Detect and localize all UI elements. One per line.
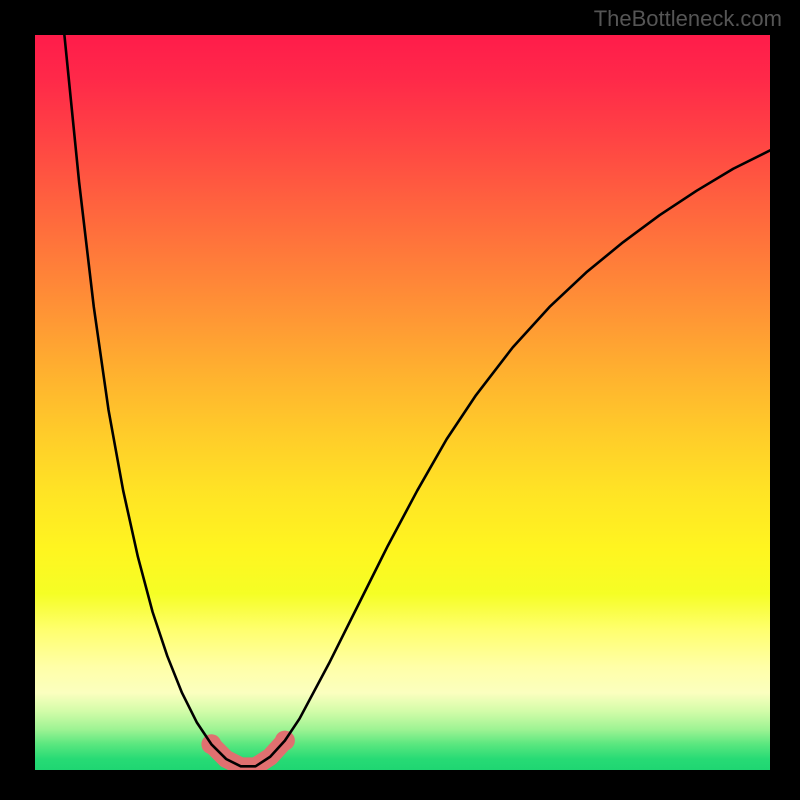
bottleneck-curve-chart <box>0 0 800 800</box>
watermark-text: TheBottleneck.com <box>594 6 782 32</box>
plot-background <box>35 35 770 770</box>
